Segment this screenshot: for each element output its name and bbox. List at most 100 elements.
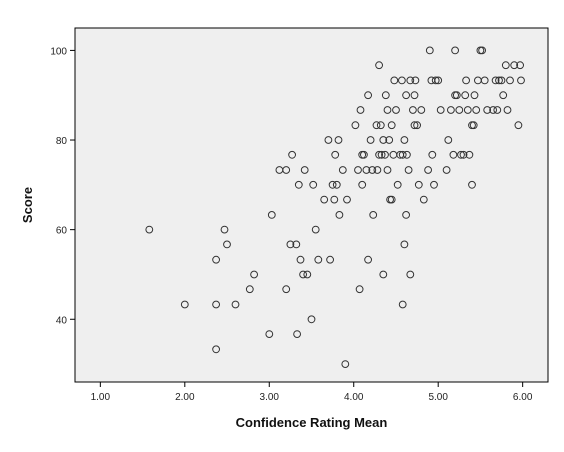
data-point xyxy=(364,91,373,100)
data-point xyxy=(366,136,375,144)
data-point xyxy=(360,150,368,159)
data-point xyxy=(372,121,381,130)
data-point xyxy=(480,76,489,85)
data-point xyxy=(332,180,341,189)
data-point xyxy=(212,300,221,309)
data-point xyxy=(267,211,276,219)
data-point xyxy=(478,46,487,55)
data-point xyxy=(377,150,386,159)
data-point xyxy=(300,166,309,174)
data-point xyxy=(404,166,413,174)
data-point xyxy=(503,106,512,114)
data-point xyxy=(324,136,333,144)
data-point xyxy=(444,136,453,144)
data-point xyxy=(343,195,351,204)
data-point xyxy=(223,240,231,249)
data-point xyxy=(362,166,371,174)
data-point xyxy=(314,255,323,264)
data-point xyxy=(406,270,415,279)
data-point xyxy=(462,76,471,85)
x-tick-label: 4.00 xyxy=(344,392,364,403)
data-point xyxy=(436,106,445,114)
data-point xyxy=(425,46,434,55)
data-point xyxy=(398,150,407,159)
data-point xyxy=(424,166,433,174)
data-point xyxy=(331,150,340,159)
y-tick-label: 80 xyxy=(56,136,68,147)
data-point xyxy=(497,76,506,85)
x-tick-label: 1.00 xyxy=(91,392,111,403)
data-point xyxy=(417,106,426,114)
data-point xyxy=(392,106,400,114)
y-axis-title: Score xyxy=(20,187,35,223)
data-point xyxy=(469,121,478,130)
data-point xyxy=(472,106,481,114)
data-point xyxy=(506,76,514,85)
data-point xyxy=(334,136,343,144)
data-point xyxy=(413,121,422,130)
data-point xyxy=(457,150,465,159)
plot-area xyxy=(74,27,549,383)
data-point xyxy=(387,195,396,204)
data-point xyxy=(483,106,492,114)
data-point xyxy=(381,91,390,100)
data-point xyxy=(293,330,302,339)
y-tick-label: 100 xyxy=(50,46,67,57)
data-point xyxy=(489,106,498,114)
data-point xyxy=(411,76,420,85)
data-point xyxy=(517,76,525,85)
data-point xyxy=(296,255,305,264)
data-point xyxy=(461,91,470,100)
data-point xyxy=(431,76,440,85)
data-point xyxy=(410,91,419,100)
data-point xyxy=(442,166,451,174)
data-point xyxy=(212,255,221,264)
data-point xyxy=(393,180,402,189)
data-point xyxy=(451,46,460,55)
data-point xyxy=(406,76,415,85)
data-point xyxy=(383,106,392,114)
data-point xyxy=(452,91,461,100)
data-point xyxy=(493,106,502,114)
x-tick-label: 2.00 xyxy=(175,392,195,403)
data-point xyxy=(354,166,362,174)
data-point xyxy=(419,195,428,204)
data-point xyxy=(402,211,411,219)
data-point xyxy=(373,166,382,174)
data-point xyxy=(338,166,347,174)
data-point xyxy=(245,285,254,294)
data-point xyxy=(320,195,329,204)
data-point xyxy=(455,106,464,114)
data-point xyxy=(292,240,301,249)
data-point xyxy=(341,360,350,369)
data-point xyxy=(402,91,411,100)
x-tick-label: 5.00 xyxy=(428,392,448,403)
data-point xyxy=(414,180,423,189)
data-point xyxy=(282,166,291,174)
data-point xyxy=(465,150,474,159)
data-point xyxy=(364,255,373,264)
data-point xyxy=(335,211,344,219)
data-point xyxy=(212,345,221,354)
data-point xyxy=(145,225,154,234)
data-point xyxy=(434,76,443,85)
y-tick-label: 60 xyxy=(56,226,68,237)
data-point xyxy=(231,300,240,309)
data-point xyxy=(309,180,318,189)
data-point xyxy=(516,61,524,70)
data-point xyxy=(307,315,316,324)
data-point xyxy=(385,136,394,144)
data-point xyxy=(358,180,367,189)
data-point xyxy=(355,285,364,294)
data-point xyxy=(463,106,472,114)
data-point xyxy=(499,91,508,100)
data-point xyxy=(288,150,297,159)
data-point xyxy=(250,270,259,279)
x-axis: 1.00 2.00 3.00 4.00 5.00 6.00 xyxy=(91,382,533,403)
data-point xyxy=(491,76,500,85)
data-point xyxy=(400,240,409,249)
y-axis: 40 60 80 100 xyxy=(50,46,75,326)
y-tick-label: 40 xyxy=(56,315,68,326)
